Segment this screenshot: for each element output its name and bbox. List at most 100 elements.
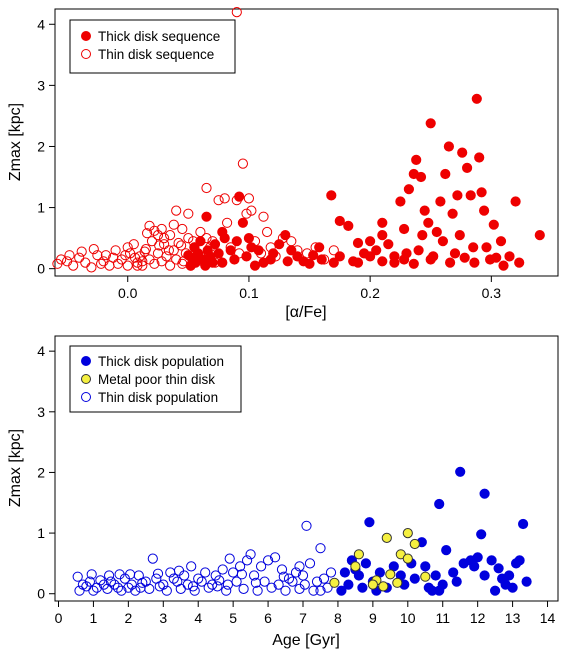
data-point bbox=[76, 246, 87, 257]
data-point bbox=[195, 236, 206, 247]
top-scatter-panel: 0.0 0.1 0.2 0.3 0 1 2 3 4 Thick disk sequence Th… bbox=[7, 7, 559, 321]
data-point bbox=[280, 585, 291, 596]
data-point bbox=[435, 196, 446, 207]
data-point bbox=[217, 564, 228, 575]
legend-label-thick-disk-population: Thick disk population bbox=[98, 354, 224, 369]
data-point bbox=[177, 223, 188, 235]
data-point bbox=[334, 215, 345, 227]
data-point bbox=[352, 257, 364, 268]
data-point bbox=[212, 581, 223, 592]
data-point bbox=[328, 245, 339, 256]
data-point bbox=[112, 258, 124, 269]
data-point bbox=[92, 250, 103, 261]
data-point bbox=[377, 230, 388, 241]
data-point bbox=[399, 254, 410, 265]
data-point bbox=[409, 573, 420, 584]
legend-label-thick-disk-sequence: Thick disk sequence bbox=[98, 29, 220, 44]
data-point bbox=[201, 182, 212, 194]
legend-marker-thin-disk-population bbox=[81, 392, 91, 402]
data-point bbox=[381, 532, 392, 544]
data-point bbox=[425, 118, 436, 129]
data-point bbox=[256, 561, 267, 572]
y-tick-label: 1 bbox=[37, 200, 45, 216]
data-point bbox=[86, 569, 97, 580]
data-point bbox=[504, 251, 515, 262]
data-point bbox=[403, 184, 414, 195]
data-point bbox=[377, 217, 388, 228]
y-tick-label: 3 bbox=[37, 77, 45, 93]
data-point bbox=[476, 187, 487, 198]
data-point bbox=[286, 245, 297, 256]
data-point bbox=[100, 250, 112, 261]
data-point bbox=[420, 561, 431, 572]
data-point bbox=[228, 567, 239, 578]
data-point bbox=[154, 581, 165, 592]
x-tick-label: 4 bbox=[194, 610, 202, 626]
data-point bbox=[231, 236, 242, 247]
data-point bbox=[234, 191, 245, 202]
data-point bbox=[437, 579, 448, 590]
data-point bbox=[56, 254, 67, 265]
data-point bbox=[262, 226, 273, 238]
data-point bbox=[378, 581, 389, 592]
data-point bbox=[445, 257, 456, 268]
data-point bbox=[270, 552, 281, 563]
data-point bbox=[395, 196, 406, 207]
data-point bbox=[493, 563, 504, 574]
data-point bbox=[217, 226, 228, 238]
data-point bbox=[263, 555, 274, 566]
data-point bbox=[274, 239, 285, 250]
data-point bbox=[98, 256, 109, 267]
data-point bbox=[116, 585, 127, 596]
series-thin-disk-population bbox=[72, 520, 337, 596]
data-point bbox=[214, 575, 225, 586]
series-thick-disk-population bbox=[336, 466, 532, 596]
data-point bbox=[521, 576, 532, 587]
data-point bbox=[411, 154, 422, 165]
data-point bbox=[507, 582, 518, 593]
data-point bbox=[152, 568, 164, 579]
data-point bbox=[417, 230, 428, 241]
data-point bbox=[249, 260, 261, 271]
data-point bbox=[278, 571, 289, 582]
data-point bbox=[389, 257, 400, 268]
data-point bbox=[185, 260, 196, 271]
data-point bbox=[357, 582, 368, 593]
data-point bbox=[109, 579, 120, 590]
data-point bbox=[183, 208, 194, 219]
data-point bbox=[287, 576, 298, 587]
data-point bbox=[498, 260, 509, 271]
data-point bbox=[409, 538, 420, 550]
legend-box bbox=[69, 19, 236, 74]
data-point bbox=[80, 257, 91, 268]
data-point bbox=[328, 257, 339, 268]
data-point bbox=[120, 250, 131, 261]
data-point bbox=[497, 573, 508, 584]
data-point bbox=[377, 256, 388, 267]
data-point bbox=[339, 567, 350, 578]
data-point bbox=[112, 582, 124, 593]
data-point bbox=[402, 553, 413, 564]
y-tick-label: 2 bbox=[37, 464, 45, 480]
data-point bbox=[68, 260, 79, 271]
data-point bbox=[371, 245, 382, 256]
x-tick-label: 0 bbox=[55, 610, 63, 626]
data-point bbox=[225, 245, 236, 256]
data-point bbox=[476, 529, 487, 540]
legend-label-thin-disk-population: Thin disk population bbox=[98, 390, 218, 405]
data-point bbox=[448, 567, 459, 578]
data-point bbox=[252, 585, 263, 596]
data-point bbox=[222, 217, 233, 228]
data-point bbox=[149, 258, 160, 269]
data-point bbox=[322, 582, 333, 593]
x-tick-label: 0.2 bbox=[360, 285, 380, 301]
data-point bbox=[315, 543, 326, 554]
data-point bbox=[360, 558, 371, 569]
data-point bbox=[316, 254, 327, 265]
data-point bbox=[392, 577, 403, 588]
legend-box bbox=[69, 345, 242, 413]
data-point bbox=[440, 168, 451, 180]
data-point bbox=[298, 256, 309, 267]
data-point bbox=[315, 585, 326, 596]
